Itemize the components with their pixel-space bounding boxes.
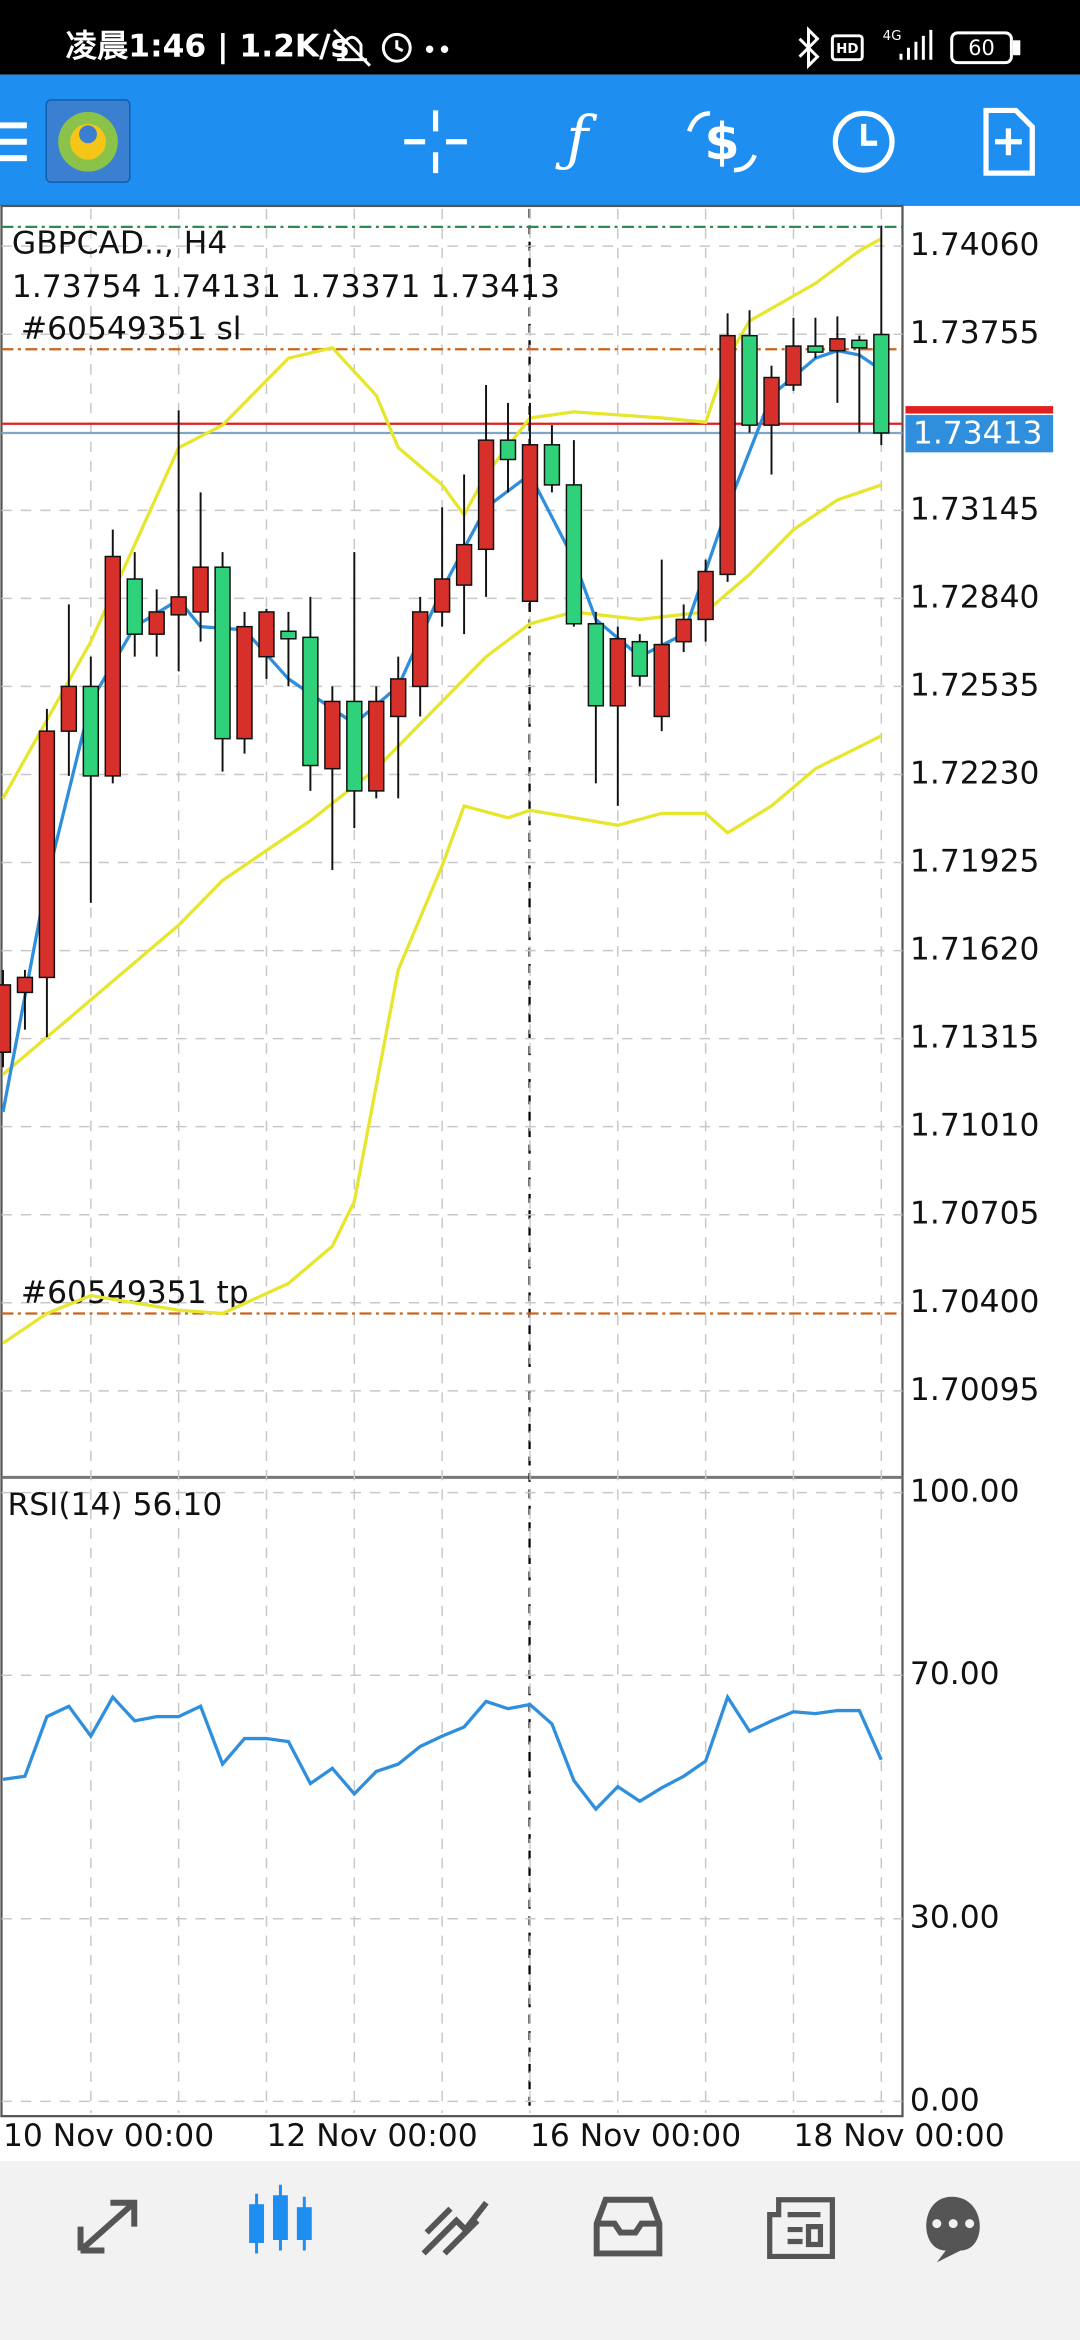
chart-frame bbox=[0, 204, 904, 2118]
x-tick-label: 16 Nov 00:00 bbox=[530, 2118, 741, 2154]
plot: 1.74060 1.73755 1.73145 1.72840 1.72535 1.722… bbox=[0, 208, 1054, 2154]
rsi-title: RSI(14) 56.10 bbox=[7, 1487, 222, 1523]
menu-button[interactable] bbox=[0, 122, 27, 162]
y-tick-label: 1.73755 bbox=[910, 315, 1040, 351]
candle-body bbox=[324, 700, 341, 770]
y-tick-label: 1.72840 bbox=[910, 579, 1040, 615]
candle-body bbox=[192, 566, 209, 613]
candle-body bbox=[851, 339, 868, 349]
y-tick-label: 1.71925 bbox=[910, 844, 1040, 880]
y-tick-label: 1.70400 bbox=[910, 1284, 1040, 1320]
order-level-label: #60549351 sl bbox=[21, 311, 242, 347]
candle-body bbox=[785, 345, 802, 386]
trade-button[interactable]: $ bbox=[687, 111, 757, 173]
candle-body bbox=[609, 638, 627, 707]
y-tick-label: 1.71620 bbox=[910, 932, 1040, 968]
x-tick-label: 12 Nov 00:00 bbox=[266, 2118, 477, 2154]
nav-news[interactable] bbox=[767, 2197, 835, 2260]
candle-body bbox=[587, 623, 605, 707]
candle-body bbox=[873, 333, 890, 434]
candle-body bbox=[0, 984, 12, 1053]
app-logo[interactable] bbox=[45, 99, 131, 183]
bid-box-top bbox=[905, 406, 1054, 414]
candle-body bbox=[829, 338, 846, 352]
candle-body bbox=[236, 625, 253, 740]
candle-body bbox=[433, 578, 451, 613]
new-order-button[interactable] bbox=[983, 107, 1035, 176]
status-battery: 60 bbox=[968, 36, 995, 60]
candle-body bbox=[455, 543, 473, 586]
candle-body bbox=[807, 345, 824, 353]
candle-body bbox=[16, 976, 34, 994]
candle-body bbox=[653, 643, 670, 718]
candle-body bbox=[543, 444, 561, 486]
candle-body bbox=[719, 334, 736, 576]
candle-body bbox=[631, 640, 648, 677]
candle-body bbox=[60, 685, 78, 732]
nav-history[interactable] bbox=[593, 2196, 663, 2257]
y-tick-label: 1.73145 bbox=[910, 491, 1040, 527]
candle-body bbox=[302, 636, 319, 767]
candle-body bbox=[565, 484, 583, 625]
candle-body bbox=[38, 730, 56, 979]
candle-body bbox=[499, 439, 517, 461]
nav-chart[interactable] bbox=[249, 2184, 312, 2254]
candle-body bbox=[214, 566, 231, 740]
crosshair-button[interactable] bbox=[404, 110, 467, 174]
candle-body bbox=[390, 678, 407, 718]
y-tick-label: 1.70705 bbox=[910, 1196, 1040, 1232]
y-tick-label: 70.00 bbox=[910, 1656, 1000, 1692]
candle-body bbox=[741, 334, 758, 426]
y-tick-label: 1.72230 bbox=[910, 755, 1040, 791]
bid-label: 1.73413 bbox=[913, 415, 1043, 451]
candle-body bbox=[104, 555, 121, 777]
candle-body bbox=[82, 685, 100, 777]
toolbar bbox=[0, 74, 1080, 206]
x-tick-label: 10 Nov 00:00 bbox=[3, 2118, 214, 2154]
chart-subtitle: 1.73754 1.74131 1.73371 1.73413 bbox=[12, 269, 560, 305]
bid-box bbox=[905, 415, 1054, 453]
nav-trade[interactable] bbox=[421, 2200, 489, 2256]
status-network: 4G bbox=[883, 29, 902, 44]
candle-body bbox=[368, 700, 385, 792]
nav-quotes[interactable] bbox=[77, 2199, 138, 2254]
indicator-line bbox=[1, 237, 883, 800]
bottom-nav bbox=[0, 2160, 1080, 2340]
indicator-line bbox=[1, 483, 882, 1076]
candle-body bbox=[258, 611, 275, 658]
candle-body bbox=[346, 700, 363, 792]
period-button[interactable] bbox=[832, 110, 895, 173]
y-tick-label: 30.00 bbox=[910, 1900, 1000, 1936]
y-tick-label: 0.00 bbox=[910, 2082, 980, 2118]
status-hd: HD bbox=[836, 42, 858, 57]
candle-body bbox=[763, 376, 780, 426]
order-level-label: #60549351 tp bbox=[21, 1275, 249, 1311]
candle-body bbox=[697, 570, 714, 621]
candle-body bbox=[521, 444, 539, 603]
status-time: 凌晨1:46 | 1.2K/s bbox=[66, 29, 350, 66]
y-tick-label: 1.71315 bbox=[910, 1020, 1040, 1056]
status-bar bbox=[0, 0, 1080, 75]
nav-chat[interactable] bbox=[926, 2196, 980, 2263]
candle-body bbox=[126, 578, 143, 635]
candle-body bbox=[170, 596, 187, 616]
candle-body bbox=[148, 611, 165, 635]
y-tick-label: 1.71010 bbox=[910, 1108, 1040, 1144]
y-tick-label: 100.00 bbox=[910, 1474, 1020, 1510]
candle-body bbox=[280, 630, 297, 640]
candle-body bbox=[477, 439, 495, 551]
y-tick-label: 1.72535 bbox=[910, 667, 1040, 703]
candle-body bbox=[675, 618, 692, 643]
y-tick-label: 1.70095 bbox=[910, 1372, 1040, 1408]
candle-body bbox=[411, 611, 429, 688]
indicator-line bbox=[2, 734, 883, 1345]
x-tick-label: 18 Nov 00:00 bbox=[793, 2118, 1004, 2154]
svg-text:$: $ bbox=[704, 112, 739, 171]
rsi-line bbox=[2, 1693, 883, 1812]
chart-title: GBPCAD.., H4 bbox=[12, 226, 227, 262]
status-icons bbox=[333, 26, 1021, 70]
y-tick-label: 1.74060 bbox=[910, 227, 1040, 263]
